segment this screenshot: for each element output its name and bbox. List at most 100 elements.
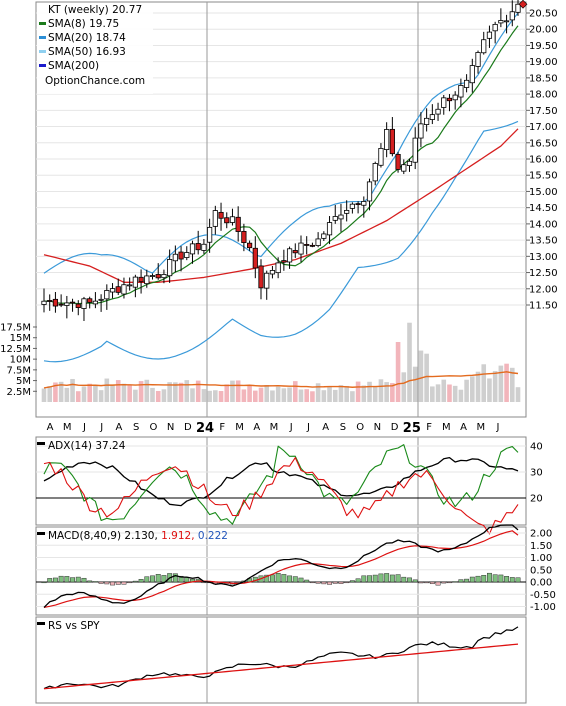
x-tick-label: D bbox=[184, 422, 192, 433]
macd-histogram-bar bbox=[281, 574, 287, 583]
x-tick-label: J bbox=[99, 422, 103, 433]
macd-tick-label: -1.00 bbox=[530, 602, 556, 613]
macd-histogram-bar bbox=[81, 577, 87, 583]
macd-histogram-bar bbox=[327, 581, 332, 585]
candle-body bbox=[264, 272, 270, 289]
volume-bar bbox=[98, 390, 104, 402]
candle-body bbox=[149, 275, 156, 277]
x-tick-label: J bbox=[289, 422, 293, 433]
candle-body bbox=[389, 128, 395, 155]
macd-histogram-bar bbox=[104, 581, 110, 585]
macd-histogram-bar bbox=[458, 579, 464, 583]
volume-bar bbox=[144, 379, 150, 402]
candle-body bbox=[286, 248, 293, 263]
macd-histogram-bar bbox=[235, 581, 241, 584]
candle-body bbox=[412, 137, 418, 163]
volume-bar bbox=[281, 388, 287, 402]
candle-body bbox=[224, 217, 230, 224]
price-tick-label: 20.00 bbox=[529, 25, 558, 36]
candle-body bbox=[252, 247, 258, 269]
candle-body bbox=[406, 160, 413, 166]
candle-body bbox=[132, 276, 138, 288]
macd-histogram-bar bbox=[435, 581, 441, 586]
x-tick-label: J bbox=[82, 422, 86, 433]
volume-bar bbox=[287, 387, 292, 402]
adx-panel: 40 30 20 bbox=[36, 442, 543, 535]
candle-body bbox=[492, 23, 498, 32]
candle-body bbox=[292, 250, 298, 254]
macd-histogram-bar bbox=[155, 574, 161, 583]
volume-bar bbox=[407, 322, 412, 402]
volume-bar bbox=[327, 386, 332, 402]
candle-body bbox=[486, 31, 493, 39]
candle-body bbox=[269, 270, 276, 275]
candle-body bbox=[469, 65, 475, 84]
rs-panel-frame bbox=[35, 616, 527, 704]
volume-bar bbox=[41, 388, 47, 402]
price-moving-averages bbox=[43, 12, 519, 363]
x-tick-label: J bbox=[306, 422, 310, 433]
price-tick-label: 16.50 bbox=[529, 138, 558, 149]
volume-bar bbox=[481, 364, 487, 402]
x-tick-label: A bbox=[116, 422, 123, 433]
volume-bar bbox=[509, 367, 515, 402]
macd-histogram-bar bbox=[150, 575, 155, 583]
macd-histogram-bar bbox=[98, 581, 104, 584]
x-tick-label: O bbox=[356, 422, 364, 433]
macd-histogram-bar bbox=[275, 572, 281, 583]
macd-histogram-bar bbox=[287, 575, 293, 583]
candle-body bbox=[155, 274, 161, 279]
legend-swatch-sma8 bbox=[39, 22, 46, 25]
volume-tick-label: 17.5M bbox=[0, 323, 31, 334]
macd-histogram-bar bbox=[87, 580, 93, 583]
x-tick-label: S bbox=[133, 422, 139, 433]
volume-bar bbox=[47, 386, 53, 402]
macd-histogram-bar bbox=[47, 578, 53, 583]
volume-bar bbox=[447, 384, 452, 402]
adx-tick-label: 20 bbox=[530, 494, 543, 505]
candle-body bbox=[446, 97, 453, 102]
x-tick-label: F bbox=[219, 422, 225, 433]
volume-bar bbox=[350, 391, 355, 402]
candle-body bbox=[212, 210, 218, 227]
price-tick-label: 12.00 bbox=[529, 284, 558, 295]
macd-signal-line bbox=[43, 530, 519, 609]
price-tick-label: 13.00 bbox=[529, 252, 558, 263]
candle-body bbox=[189, 243, 196, 255]
plus-di-line bbox=[43, 444, 519, 525]
volume-bar bbox=[70, 378, 75, 402]
volume-bar bbox=[230, 380, 235, 402]
volume-bar bbox=[384, 382, 389, 402]
price-tick-label: 17.00 bbox=[529, 122, 558, 133]
adx-tick-label: 40 bbox=[530, 442, 543, 453]
legend-swatch-sma20 bbox=[39, 36, 46, 39]
candle-body bbox=[321, 233, 327, 239]
legend-sma50: SMA(50) 16.93 bbox=[48, 46, 126, 58]
x-axis: A M J J A S O N D 24 F M A M J J A S O N D 25 F M A M J bbox=[47, 421, 500, 436]
volume-bar bbox=[390, 383, 395, 402]
rs-label: RS vs SPY bbox=[37, 620, 100, 632]
candle-body bbox=[452, 94, 458, 101]
candle-body bbox=[481, 39, 487, 54]
macd-panel-frame bbox=[35, 526, 527, 616]
volume-bar bbox=[367, 381, 372, 402]
volume-bar bbox=[75, 391, 81, 402]
volume-bar bbox=[332, 389, 338, 402]
candle-body bbox=[304, 244, 310, 246]
rs-panel bbox=[43, 626, 519, 690]
price-tick-label: 15.00 bbox=[529, 187, 558, 198]
price-axis: 20.50 20.00 19.50 19.00 18.50 18.00 17.50 17.00… bbox=[518, 0, 558, 312]
candle-body bbox=[161, 274, 167, 279]
candle-body bbox=[69, 301, 76, 304]
price-tick-label: 20.50 bbox=[529, 9, 558, 20]
x-tick-label: A bbox=[47, 422, 54, 433]
macd-histogram-bar bbox=[367, 575, 372, 583]
price-tick-label: 13.50 bbox=[529, 236, 558, 247]
watermark: OptionChance.com bbox=[45, 75, 145, 87]
candle-body bbox=[172, 253, 178, 262]
macd-histogram-bar bbox=[132, 580, 138, 583]
rs-average-line bbox=[43, 643, 519, 690]
volume-bar bbox=[418, 350, 424, 402]
macd-tick-label: 1.50 bbox=[530, 541, 552, 552]
candle-body bbox=[344, 209, 350, 214]
